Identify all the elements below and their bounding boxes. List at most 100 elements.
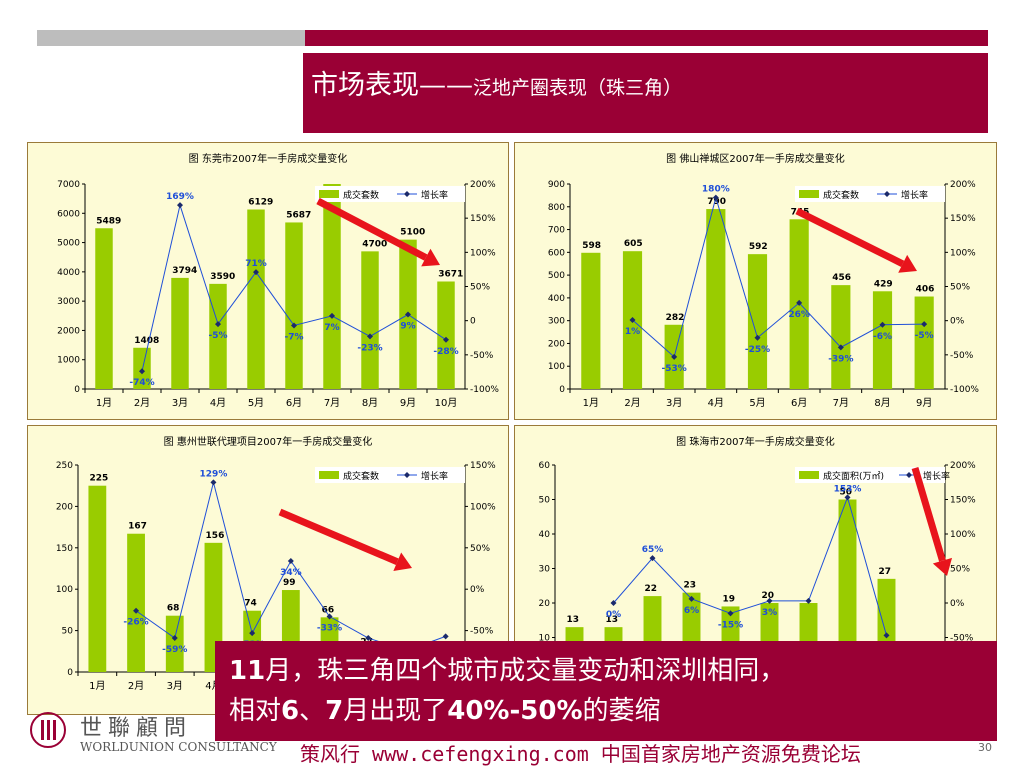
slide-title-main: 市场表现——: [311, 70, 473, 101]
growth-point: [249, 630, 256, 637]
callout-text-2e: 月出现了: [343, 696, 448, 726]
callout-text-2a: 相对: [229, 696, 282, 726]
growth-point: [712, 194, 719, 201]
x-tick-label: 2月: [134, 397, 150, 409]
bar-value-label: 429: [874, 279, 893, 289]
bar-value-label: 20: [762, 591, 775, 601]
growth-label: 34%: [280, 568, 302, 578]
growth-label: -26%: [123, 618, 148, 628]
y2-tick-label: -50%: [950, 351, 974, 361]
growth-point: [291, 322, 297, 329]
y2-tick-label: 100%: [950, 530, 976, 540]
y-tick-label: 50: [539, 496, 551, 506]
y-tick-label: 6000: [57, 209, 80, 219]
bar: [872, 291, 893, 389]
trend-arrow-head: [898, 254, 917, 273]
y2-tick-label: 0%: [950, 599, 965, 609]
callout-text-1: 月，珠三角四个城市成交量变动和深圳相同，: [265, 656, 786, 686]
growth-point: [629, 316, 636, 323]
top-grey-bar: [37, 30, 305, 46]
trend-arrow-head: [393, 552, 412, 571]
bar-value-label: 282: [666, 313, 685, 323]
callout-line-1: 11月，珠三角四个城市成交量变动和深圳相同，: [229, 651, 983, 691]
logo-mark-icon: [30, 712, 66, 748]
x-tick-label: 6月: [286, 397, 302, 409]
bar: [247, 209, 265, 389]
legend-bar-swatch: [319, 190, 339, 198]
growth-label: -5%: [915, 331, 934, 341]
growth-point: [837, 344, 844, 351]
y2-tick-label: 150%: [950, 496, 976, 506]
trend-arrow-head: [421, 248, 440, 267]
y2-tick-label: -100%: [470, 385, 499, 395]
bar-value-label: 5687: [286, 210, 311, 220]
y2-tick-label: 200%: [950, 461, 976, 471]
growth-label: 65%: [642, 545, 664, 555]
growth-label: -25%: [745, 345, 770, 355]
growth-point: [215, 321, 221, 328]
y2-tick-label: -50%: [950, 634, 974, 644]
bar-value-label: 598: [582, 241, 601, 251]
bar-value-label: 68: [167, 604, 180, 614]
x-tick-label: 4月: [708, 397, 724, 409]
bar-value-label: 4700: [362, 239, 387, 249]
y-tick-label: 800: [548, 203, 565, 213]
y2-tick-label: 50%: [950, 565, 970, 575]
chart-svg-1: 图 佛山禅城区2007年一手房成交量变化 0 100 200 300 400 500 600 7…: [548, 152, 980, 409]
x-tick-label: 6月: [791, 397, 807, 409]
y2-tick-label: 150%: [470, 461, 496, 471]
growth-point: [754, 334, 761, 341]
growth-label: 153%: [834, 484, 862, 494]
growth-label: 1%: [625, 327, 640, 337]
growth-point: [610, 600, 617, 606]
growth-label: -53%: [662, 364, 687, 374]
growth-point: [844, 494, 851, 501]
bar: [165, 615, 184, 672]
y-tick-label: 100: [548, 362, 565, 372]
y-tick-label: 2000: [57, 326, 80, 336]
legend-bar-swatch: [319, 471, 339, 479]
x-tick-label: 9月: [400, 397, 416, 409]
y-tick-label: 500: [548, 271, 565, 281]
bar: [323, 184, 341, 389]
growth-point: [139, 368, 145, 375]
y2-tick-label: 0%: [470, 585, 485, 595]
bar-value-label: 19: [723, 594, 736, 604]
y-tick-label: 300: [548, 317, 565, 327]
chart-svg-0: 图 东莞市2007年一手房成交量变化 0 1000 2000 3000 4000 5000 6…: [57, 152, 499, 409]
slide-title-sub: 泛地产圈表现（珠三角）: [473, 77, 683, 99]
y-tick-label: 400: [548, 294, 565, 304]
y-tick-label: 150: [56, 544, 73, 554]
y2-tick-label: 150%: [470, 214, 496, 224]
growth-label: 6%: [684, 606, 699, 616]
growth-point: [177, 202, 183, 209]
bar: [171, 277, 189, 389]
growth-point: [921, 321, 928, 328]
callout-month: 11: [229, 656, 266, 686]
trend-arrow: [316, 197, 428, 261]
x-tick-label: 9月: [916, 397, 932, 409]
y-tick-label: 30: [539, 565, 551, 575]
growth-label: -5%: [208, 331, 227, 341]
x-tick-label: 8月: [874, 397, 890, 409]
growth-label: -33%: [317, 624, 342, 634]
bar: [706, 209, 726, 389]
growth-point: [671, 353, 678, 360]
growth-label: 71%: [245, 259, 267, 269]
x-tick-label: 7月: [833, 397, 849, 409]
growth-point: [405, 311, 411, 318]
x-tick-label: 3月: [666, 397, 682, 409]
y2-tick-label: 50%: [470, 283, 490, 293]
growth-point: [796, 299, 803, 306]
x-tick-label: 10月: [435, 397, 458, 409]
title-banner: 市场表现——泛地产圈表现（珠三角）: [303, 53, 988, 133]
legend-box: [795, 467, 945, 483]
bar: [914, 296, 934, 389]
bar-value-label: 156: [206, 531, 225, 541]
y2-tick-label: 50%: [470, 544, 490, 554]
bar-value-label: 66: [322, 605, 335, 615]
growth-label: -28%: [433, 347, 458, 357]
growth-label: 129%: [200, 469, 228, 479]
bar-value-label: 605: [624, 239, 643, 249]
growth-point: [329, 312, 335, 319]
